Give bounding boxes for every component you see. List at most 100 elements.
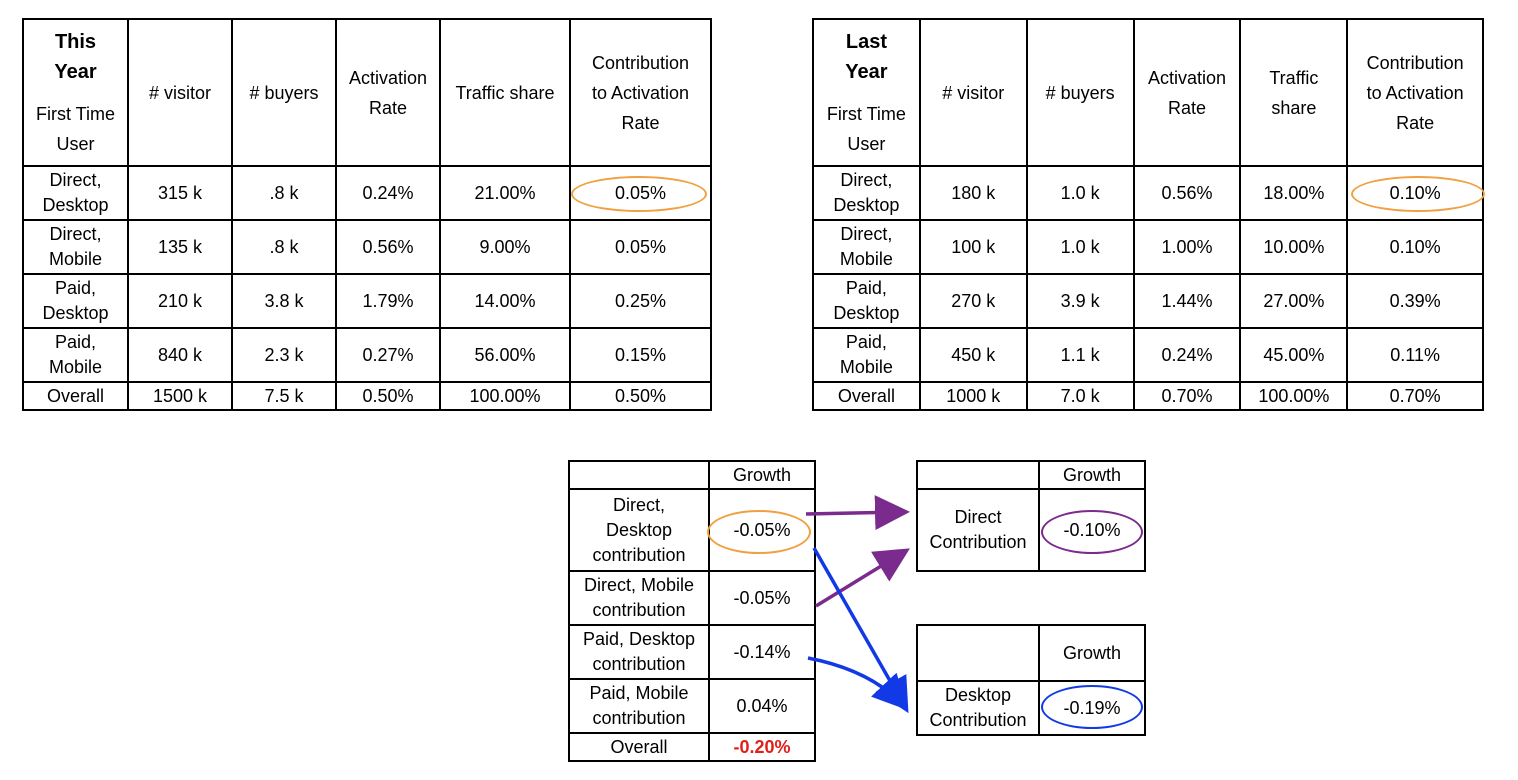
table-row: Paid, Mobile contribution 0.04% xyxy=(568,678,816,734)
cell-visitor: 270 k xyxy=(918,273,1028,329)
row-label: Paid, Mobile xyxy=(812,327,921,383)
col-header-buyers: # buyers xyxy=(1025,18,1135,167)
col-header-traffic-share: Traffic share xyxy=(439,18,571,167)
growth-header: Growth xyxy=(1038,460,1146,490)
cell-visitor: 1000 k xyxy=(918,381,1028,411)
cell-activation-rate: 0.56% xyxy=(1132,165,1242,221)
cell-visitor: 180 k xyxy=(918,165,1028,221)
table-row: Paid, Desktop 270 k 3.9 k 1.44% 27.00% 0… xyxy=(812,273,1484,329)
cell-traffic-share: 100.00% xyxy=(439,381,571,411)
row-header-label: First Time User xyxy=(826,103,906,154)
cell-activation-rate: 0.50% xyxy=(335,381,441,411)
row-label: Direct, Desktop xyxy=(812,165,921,221)
col-header-contribution: Contribution to Activation Rate xyxy=(569,18,712,167)
cell-traffic-share: 27.00% xyxy=(1239,273,1349,329)
cell-buyers: .8 k xyxy=(231,165,337,221)
cell-contribution: 0.11% xyxy=(1346,327,1484,383)
row-label: Paid, Desktop xyxy=(812,273,921,329)
col-header-activation-rate: Activation Rate xyxy=(1132,18,1242,167)
table-title: Last Year xyxy=(845,30,888,83)
table-row: Direct, Mobile 135 k .8 k 0.56% 9.00% 0.… xyxy=(22,219,712,275)
cell-traffic-share: 45.00% xyxy=(1239,327,1349,383)
row-label: Desktop Contribution xyxy=(916,680,1040,736)
growth-header: Growth xyxy=(1038,624,1146,682)
table-row: Direct, Mobile 100 k 1.0 k 1.00% 10.00% … xyxy=(812,219,1484,275)
highlight-ellipse-this-year xyxy=(571,176,707,212)
cell-traffic-share: 9.00% xyxy=(439,219,571,275)
cell-buyers: 1.0 k xyxy=(1025,219,1135,275)
col-header-visitor: # visitor xyxy=(918,18,1028,167)
cell-visitor: 210 k xyxy=(127,273,233,329)
corner-cell: Last Year First Time User xyxy=(812,18,921,167)
row-label: Direct Contribution xyxy=(916,488,1040,572)
row-label: Direct, Mobile contribution xyxy=(568,570,710,626)
cell-visitor: 135 k xyxy=(127,219,233,275)
empty-corner-cell xyxy=(916,624,1040,682)
table-title: This Year xyxy=(54,30,97,83)
cell-buyers: 1.0 k xyxy=(1025,165,1135,221)
arrow-paid-desktop-to-desktop xyxy=(807,656,908,711)
row-label: Overall xyxy=(568,732,710,762)
growth-value: -0.05% xyxy=(708,570,816,626)
growth-overall-value: -0.20% xyxy=(708,732,816,762)
table-row-overall: Overall 1000 k 7.0 k 0.70% 100.00% 0.70% xyxy=(812,381,1484,411)
arrow-direct-desktop-to-desktop xyxy=(812,547,909,714)
row-label: Direct, Mobile xyxy=(812,219,921,275)
this-year-table: This Year First Time User # visitor # bu… xyxy=(22,18,712,411)
row-header-label: First Time User xyxy=(36,103,115,154)
cell-contribution: 0.15% xyxy=(569,327,712,383)
arrow-direct-desktop-to-direct xyxy=(805,495,910,531)
empty-corner-cell xyxy=(916,460,1040,490)
growth-value: 0.04% xyxy=(708,678,816,734)
row-label: Paid, Mobile contribution xyxy=(568,678,710,734)
highlight-ellipse-desktop xyxy=(1041,685,1143,729)
table-row: Paid, Mobile 450 k 1.1 k 0.24% 45.00% 0.… xyxy=(812,327,1484,383)
cell-contribution: 0.10% xyxy=(1346,219,1484,275)
cell-visitor: 450 k xyxy=(918,327,1028,383)
growth-table: Growth Direct, Desktop contribution -0.0… xyxy=(568,460,816,762)
cell-traffic-share: 56.00% xyxy=(439,327,571,383)
table-row-overall: Overall 1500 k 7.5 k 0.50% 100.00% 0.50% xyxy=(22,381,712,411)
col-header-buyers: # buyers xyxy=(231,18,337,167)
cell-traffic-share: 18.00% xyxy=(1239,165,1349,221)
row-label: Overall xyxy=(812,381,921,411)
cell-activation-rate: 0.27% xyxy=(335,327,441,383)
table-row: Direct, Desktop 315 k .8 k 0.24% 21.00% … xyxy=(22,165,712,221)
cell-buyers: 7.5 k xyxy=(231,381,337,411)
cell-activation-rate: 0.24% xyxy=(335,165,441,221)
empty-corner-cell xyxy=(568,460,710,490)
cell-contribution: 0.50% xyxy=(569,381,712,411)
cell-activation-rate: 1.44% xyxy=(1132,273,1242,329)
col-header-contribution: Contribution to Activation Rate xyxy=(1346,18,1484,167)
growth-header: Growth xyxy=(708,460,816,490)
row-label: Direct, Desktop xyxy=(22,165,129,221)
cell-traffic-share: 14.00% xyxy=(439,273,571,329)
cell-activation-rate: 0.24% xyxy=(1132,327,1242,383)
table-row-overall: Overall -0.20% xyxy=(568,732,816,762)
corner-cell: This Year First Time User xyxy=(22,18,129,167)
highlight-ellipse-direct xyxy=(1041,510,1143,554)
col-header-traffic-share: Traffic share xyxy=(1239,18,1349,167)
cell-traffic-share: 21.00% xyxy=(439,165,571,221)
cell-activation-rate: 0.56% xyxy=(335,219,441,275)
cell-buyers: .8 k xyxy=(231,219,337,275)
cell-contribution: 0.25% xyxy=(569,273,712,329)
cell-traffic-share: 100.00% xyxy=(1239,381,1349,411)
cell-contribution: 0.70% xyxy=(1346,381,1484,411)
cell-buyers: 1.1 k xyxy=(1025,327,1135,383)
cell-buyers: 2.3 k xyxy=(231,327,337,383)
col-header-visitor: # visitor xyxy=(127,18,233,167)
cell-contribution: 0.05% xyxy=(569,219,712,275)
row-label: Paid, Desktop xyxy=(22,273,129,329)
cell-traffic-share: 10.00% xyxy=(1239,219,1349,275)
cell-contribution: 0.39% xyxy=(1346,273,1484,329)
table-row: Paid, Desktop 210 k 3.8 k 1.79% 14.00% 0… xyxy=(22,273,712,329)
cell-buyers: 3.9 k xyxy=(1025,273,1135,329)
arrow-direct-mobile-to-direct xyxy=(815,548,910,608)
row-label: Paid, Desktop contribution xyxy=(568,624,710,680)
row-label: Direct, Desktop contribution xyxy=(568,488,710,572)
cell-visitor: 100 k xyxy=(918,219,1028,275)
table-row: Paid, Mobile 840 k 2.3 k 0.27% 56.00% 0.… xyxy=(22,327,712,383)
cell-visitor: 315 k xyxy=(127,165,233,221)
growth-value: -0.14% xyxy=(708,624,816,680)
